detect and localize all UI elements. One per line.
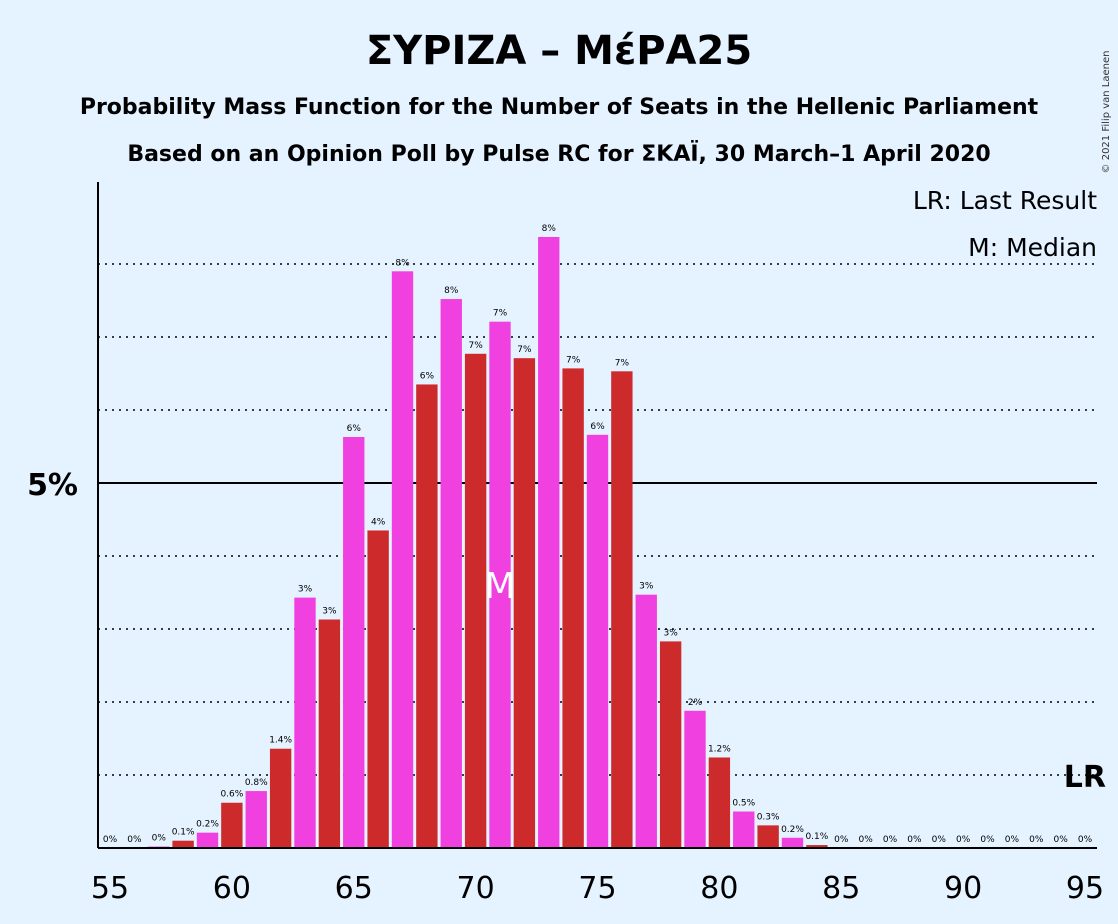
bar-label-seat-95: 0%	[1078, 835, 1093, 845]
chart-subtitle-2: Based on an Opinion Poll by Pulse RC for…	[127, 141, 990, 167]
x-tick-95: 95	[1066, 871, 1104, 906]
bar-seat-83	[781, 837, 804, 848]
bar-seat-62	[269, 748, 292, 848]
bar-seat-79	[684, 710, 706, 848]
bar-label-seat-66: 4%	[371, 517, 386, 527]
legend-median: M: Median	[968, 233, 1097, 262]
bar-seat-69	[440, 299, 462, 848]
bar-label-seat-57: 0%	[152, 834, 167, 844]
bar-labels: 0% 0% 0%0.1%0.2%0.6%0.8%1.4%3%3%6%4%8%6%8%…	[103, 224, 1093, 845]
bar-label-seat-75: 6%	[590, 422, 605, 432]
bar-label-seat-58: 0.1%	[172, 828, 195, 838]
bar-seat-59	[196, 832, 219, 848]
legend-last-result: LR: Last Result	[913, 186, 1097, 215]
bar-label-seat-59: 0.2%	[196, 820, 219, 830]
bar-seat-64	[318, 619, 341, 848]
bar-seat-61	[245, 791, 267, 848]
bar-seat-70	[464, 353, 487, 848]
bar-seat-65	[343, 437, 365, 848]
bar-seat-75	[586, 434, 609, 848]
bar-label-seat-60: 0.6%	[220, 790, 243, 800]
bar-seat-78	[659, 641, 682, 848]
bar-seat-80	[708, 757, 731, 848]
bar-seat-60	[221, 802, 243, 848]
bar-label-seat-55: 0%	[103, 835, 118, 845]
bar-label-seat-69: 8%	[444, 286, 459, 296]
bar-seat-77	[635, 594, 657, 848]
bar-seat-68	[416, 384, 438, 848]
bar-label-seat-88: 0%	[907, 835, 922, 845]
bar-label-seat-84: 0.1%	[805, 832, 828, 842]
bar-label-seat-89: 0%	[932, 835, 947, 845]
bar-seat-72	[513, 358, 536, 848]
bar-label-seat-90: 0%	[956, 835, 971, 845]
bar-seat-58	[172, 840, 194, 848]
bar-label-seat-70: 7%	[468, 341, 483, 351]
bar-label-seat-68: 6%	[420, 371, 435, 381]
chart-title: ΣΥΡΙΖΑ – ΜέΡΑ25	[366, 28, 752, 74]
bar-label-seat-62: 1.4%	[269, 736, 292, 746]
bar-label-seat-81: 0.5%	[732, 799, 755, 809]
bar-label-seat-74: 7%	[566, 355, 581, 365]
bar-label-seat-94: 0%	[1053, 835, 1068, 845]
x-tick-labels: 55 60 65 70 75 80 85 90 95	[91, 871, 1104, 906]
last-result-marker: LR	[1064, 760, 1106, 795]
x-tick-60: 60	[213, 871, 251, 906]
bar-label-seat-82: 0.3%	[757, 812, 780, 822]
median-marker: M	[484, 566, 515, 607]
bar-seat-71	[489, 321, 511, 848]
copyright-credit: © 2021 Filip van Laenen	[1101, 51, 1112, 174]
x-tick-80: 80	[700, 871, 738, 906]
bar-label-seat-91: 0%	[980, 835, 995, 845]
bar-label-seat-85: 0%	[834, 835, 849, 845]
bar-label-seat-71: 7%	[493, 309, 508, 319]
x-tick-55: 55	[91, 871, 129, 906]
bar-label-seat-92: 0%	[1005, 835, 1020, 845]
bar-label-seat-86: 0%	[858, 835, 873, 845]
bar-label-seat-79: 2%	[688, 698, 703, 708]
bar-label-seat-80: 1.2%	[708, 744, 731, 754]
x-tick-70: 70	[457, 871, 495, 906]
bar-seat-73	[538, 236, 560, 849]
x-tick-90: 90	[944, 871, 982, 906]
bar-label-seat-76: 7%	[615, 358, 630, 368]
bar-seat-67	[391, 271, 414, 848]
bar-label-seat-93: 0%	[1029, 835, 1044, 845]
bar-label-seat-73: 8%	[542, 224, 557, 234]
bar-seat-63	[294, 597, 316, 848]
bar-seat-81	[733, 811, 755, 848]
bar-label-seat-67: 8%	[395, 258, 410, 268]
bars	[148, 236, 828, 849]
bar-seat-76	[611, 371, 633, 848]
bar-seat-74	[562, 368, 584, 848]
bar-label-seat-56: 0%	[127, 835, 142, 845]
x-tick-65: 65	[335, 871, 373, 906]
x-tick-85: 85	[822, 871, 860, 906]
bar-label-seat-78: 3%	[663, 628, 678, 638]
bar-label-seat-77: 3%	[639, 582, 654, 592]
bar-label-seat-63: 3%	[298, 585, 313, 595]
y-tick-label-5-percent: 5%	[27, 468, 78, 503]
bar-seat-82	[757, 825, 779, 848]
bar-label-seat-61: 0.8%	[245, 778, 268, 788]
bar-label-seat-64: 3%	[322, 607, 337, 617]
bar-label-seat-65: 6%	[347, 424, 362, 434]
bar-label-seat-83: 0.2%	[781, 825, 804, 835]
bar-label-seat-87: 0%	[883, 835, 898, 845]
chart-subtitle-1: Probability Mass Function for the Number…	[80, 95, 1039, 120]
bar-seat-66	[367, 530, 389, 848]
bar-seat-84	[806, 845, 828, 848]
x-tick-75: 75	[578, 871, 616, 906]
bar-label-seat-72: 7%	[517, 345, 532, 355]
